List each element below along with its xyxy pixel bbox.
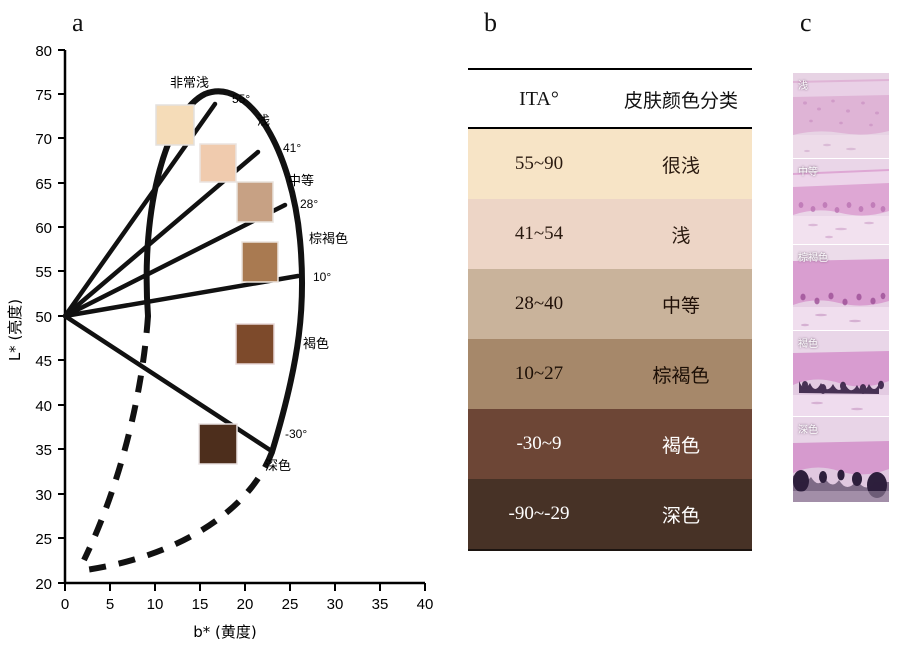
swatch-medium <box>236 181 274 223</box>
x-tick: 15 <box>192 596 209 613</box>
table-body: 55~90 很浅 41~54 浅 28~40 中等 10~27 棕褐色 -30~… <box>468 128 752 551</box>
histology-image-brown: 褐色 <box>793 331 889 416</box>
x-tick: 5 <box>106 596 114 613</box>
x-axis-title: b* (黄度) <box>193 623 257 641</box>
panel-a-letter: a <box>72 8 84 37</box>
panel-a-chart: a <box>6 8 434 642</box>
annotation-brown: 褐色 <box>303 336 329 352</box>
y-tick: 25 <box>35 531 52 548</box>
panel-c-letter: c <box>800 8 812 37</box>
x-tick: 20 <box>237 596 254 613</box>
chart-category-annotations: 非常浅 浅 中等 棕褐色 褐色 深色 <box>170 76 348 474</box>
ita-label-m30: -30° <box>285 427 307 441</box>
x-tick: 25 <box>282 596 299 613</box>
swatch-tan <box>241 241 279 283</box>
y-tick: 50 <box>35 309 52 326</box>
table-row: 41~54 浅 <box>468 199 752 269</box>
x-tick: 40 <box>417 596 434 613</box>
chart-ita-angle-annotations: 55° 41° 28° 10° -30° <box>232 92 331 441</box>
x-tick: 35 <box>372 596 389 613</box>
panel-b-table-wrapper: ITA° 皮肤颜色分类 55~90 很浅 41~54 浅 28~40 中等 10… <box>468 68 752 551</box>
x-tick: 10 <box>147 596 164 613</box>
histology-image-medium: 中等 <box>793 159 889 244</box>
swatch-dark <box>198 423 238 465</box>
ita-line-28 <box>62 202 288 319</box>
table-row: 28~40 中等 <box>468 269 752 339</box>
table-header: ITA° 皮肤颜色分类 <box>468 68 752 129</box>
ita-label-55: 55° <box>232 92 250 106</box>
panel-b-letter: b <box>484 8 497 37</box>
cell-classification: 很浅 <box>661 154 700 177</box>
histology-svg-light <box>793 73 889 158</box>
cell-ita-range: 41~54 <box>514 223 564 244</box>
annotation-medium: 中等 <box>288 173 314 189</box>
y-tick: 70 <box>35 131 52 148</box>
histology-svg-brown <box>793 331 889 416</box>
y-tick: 35 <box>35 442 52 459</box>
histology-svg-dark <box>793 417 889 502</box>
y-tick: 60 <box>35 220 52 237</box>
y-tick: 55 <box>35 264 52 281</box>
histology-image-light: 浅 <box>793 73 889 158</box>
y-tick: 20 <box>35 576 52 593</box>
histology-label: 中等 <box>798 167 818 178</box>
cell-ita-range: -30~9 <box>516 433 562 454</box>
cell-classification: 深色 <box>610 479 752 551</box>
histology-svg-medium <box>793 159 889 244</box>
swatch-very-light <box>155 104 195 146</box>
table-row: 55~90 很浅 <box>468 128 752 199</box>
histology-image-dark: 深色 <box>793 417 889 502</box>
y-tick: 65 <box>35 176 52 193</box>
cell-classification: 褐色 <box>661 434 700 457</box>
y-tick: 75 <box>35 87 52 104</box>
cell-classification: 棕褐色 <box>652 364 710 387</box>
histology-label: 深色 <box>798 425 818 436</box>
y-tick: 80 <box>35 43 52 60</box>
swatch-brown <box>235 323 275 365</box>
histology-label: 浅 <box>798 81 808 92</box>
cell-ita-range: -90~-29 <box>468 479 610 551</box>
cell-ita-range: 10~27 <box>514 363 564 384</box>
y-tick: 40 <box>35 398 52 415</box>
cell-classification: 浅 <box>671 224 691 247</box>
table-header-row: ITA° 皮肤颜色分类 <box>468 68 752 129</box>
cell-classification: 中等 <box>661 294 700 317</box>
x-tick: 30 <box>327 596 344 613</box>
table-row: 10~27 棕褐色 <box>468 339 752 409</box>
ita-region-outline-dashed <box>81 315 275 573</box>
y-axis-title: L* (亮度) <box>6 299 24 361</box>
ita-label-41: 41° <box>283 141 301 155</box>
column-header-classification: 皮肤颜色分类 <box>610 68 752 129</box>
annotation-very-light: 非常浅 <box>170 76 209 91</box>
annotation-dark: 深色 <box>265 458 291 474</box>
skin-color-swatches <box>155 104 279 465</box>
table-row: -30~9 褐色 <box>468 409 752 479</box>
chart-axes <box>58 49 426 591</box>
x-tick: 0 <box>61 596 69 613</box>
cell-ita-range: 55~90 <box>514 153 564 174</box>
skin-classification-table: ITA° 皮肤颜色分类 55~90 很浅 41~54 浅 28~40 中等 10… <box>468 68 752 551</box>
y-tick: 45 <box>35 353 52 370</box>
ita-label-10: 10° <box>313 270 331 284</box>
y-tick: 30 <box>35 487 52 504</box>
histology-svg-tan <box>793 245 889 330</box>
y-axis-tick-labels: 20 25 30 35 40 45 50 55 60 65 70 75 80 <box>35 43 52 593</box>
swatch-light <box>199 143 237 183</box>
histology-label: 棕褐色 <box>798 253 828 264</box>
annotation-tan: 棕褐色 <box>309 231 348 247</box>
ita-scatter-chart: 20 25 30 35 40 45 50 55 60 65 70 75 80 0… <box>6 43 434 641</box>
column-header-ita: ITA° <box>468 68 610 129</box>
table-row: -90~-29 深色 <box>468 479 752 551</box>
ita-region-outline-solid <box>143 88 306 455</box>
annotation-light: 浅 <box>257 114 270 129</box>
x-axis-tick-labels: 0 5 10 15 20 25 30 35 40 <box>61 596 434 613</box>
cell-ita-range: 28~40 <box>514 293 564 314</box>
histology-label: 褐色 <box>798 339 818 350</box>
ita-label-28: 28° <box>300 197 318 211</box>
panel-c-histology-strip: 浅 中等 <box>793 73 889 503</box>
histology-image-tan: 棕褐色 <box>793 245 889 330</box>
